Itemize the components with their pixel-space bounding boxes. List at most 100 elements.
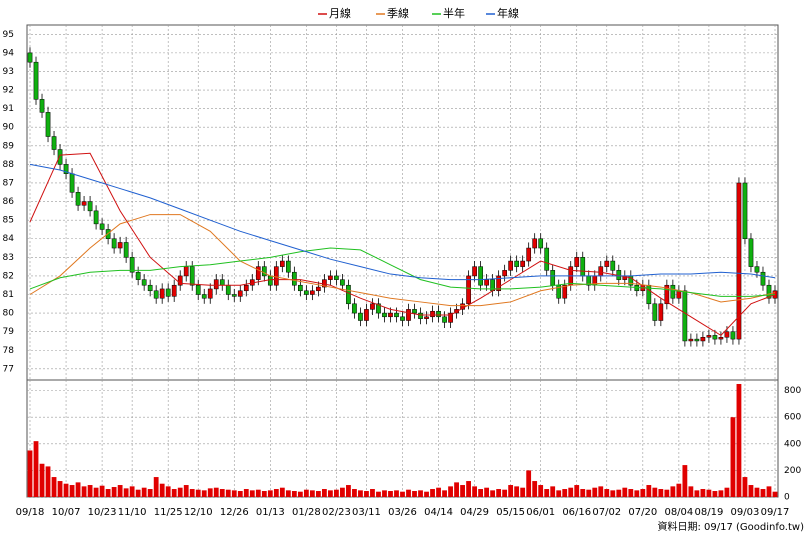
volume-bar: [424, 491, 429, 497]
volume-bar: [135, 489, 141, 497]
volume-bar: [39, 463, 45, 497]
volume-bar: [261, 491, 267, 497]
x-tick-label: 07/02: [592, 507, 621, 518]
y-tick-label: 78: [3, 346, 15, 356]
volume-bar: [376, 491, 381, 497]
candle-body: [87, 201, 93, 212]
candle-body: [676, 290, 682, 299]
candle-body: [141, 279, 147, 286]
x-tick-label: 12/10: [184, 507, 213, 518]
candle-body: [243, 284, 249, 292]
candle-body: [340, 279, 345, 286]
y-tick-label: 88: [3, 160, 15, 170]
candle-body: [598, 266, 604, 277]
y-tick-label: 82: [3, 271, 14, 281]
candle-body: [316, 286, 321, 292]
ma-line: [29, 152, 776, 337]
volume-bar: [159, 483, 165, 497]
volume-bar: [646, 485, 652, 497]
candle-body: [279, 260, 285, 267]
volume-bar: [213, 487, 219, 497]
volume-bar: [538, 485, 544, 497]
volume-bar: [171, 489, 177, 497]
y-tick-label: 90: [3, 123, 15, 133]
candle-body: [700, 337, 706, 342]
ma-line: [29, 247, 776, 297]
volume-bar: [496, 489, 502, 497]
volume-bar: [63, 483, 69, 497]
x-tick-label: 01/28: [292, 507, 321, 518]
volume-bar: [430, 489, 435, 497]
y-tick-label: 81: [3, 290, 14, 300]
candle-body: [213, 279, 219, 290]
volume-bar: [195, 489, 201, 497]
volume-bar: [400, 491, 405, 497]
volume-bar: [448, 486, 453, 497]
volume-bar: [177, 487, 183, 497]
y-tick-label: 77: [3, 364, 14, 374]
volume-bar: [688, 486, 694, 497]
x-tick-label: 11/10: [118, 507, 147, 518]
volume-bar: [766, 486, 772, 497]
y2-tick-label: 200: [784, 466, 801, 476]
x-tick-label: 04/29: [460, 507, 489, 518]
volume-bar: [586, 489, 592, 497]
volume-bar: [370, 489, 375, 497]
candle-body: [406, 309, 411, 321]
volume-bar: [544, 489, 550, 497]
candle-body: [99, 223, 105, 230]
candle-body: [147, 284, 153, 292]
y-tick-label: 94: [3, 48, 15, 58]
volume-bar: [478, 489, 484, 497]
volume-bar: [129, 486, 135, 497]
candle-body: [496, 275, 501, 292]
x-tick-label: 11/25: [154, 507, 183, 518]
candle-body: [135, 271, 141, 280]
x-tick-label: 08/19: [694, 507, 723, 518]
candle-body: [57, 149, 63, 165]
volume-bar: [27, 450, 33, 497]
volume-bar: [760, 489, 766, 497]
footnote: 資料日期: 09/17 (Goodinfo.tw): [657, 520, 804, 533]
volume-bar: [285, 490, 291, 497]
candle-body: [267, 275, 273, 286]
candle-body: [718, 337, 724, 340]
volume-bar: [466, 481, 471, 497]
legend-label: 月線: [329, 6, 351, 20]
x-tick-label: 06/16: [562, 507, 591, 518]
volume-bar: [730, 417, 736, 497]
candle-body: [472, 266, 477, 277]
candle-body: [69, 173, 75, 193]
volume-bar: [93, 487, 99, 497]
candle-body: [742, 182, 748, 239]
candle-body: [538, 238, 544, 249]
volume-bar: [718, 490, 724, 497]
candle-body: [766, 284, 772, 299]
volume-bar: [117, 485, 123, 497]
volume-bar: [628, 489, 634, 497]
candle-body: [346, 284, 351, 305]
volume-bar: [87, 485, 93, 497]
ma-line: [29, 214, 776, 307]
volume-bar: [165, 486, 171, 497]
volume-bar: [388, 491, 393, 497]
candle-body: [231, 294, 237, 297]
candle-body: [45, 112, 51, 137]
volume-bar: [562, 489, 568, 497]
candle-body: [730, 331, 736, 340]
candle-body: [364, 309, 369, 321]
volume-bar: [484, 487, 490, 497]
volume-bar: [267, 490, 273, 497]
candle-body: [484, 279, 489, 286]
volume-bar: [219, 489, 225, 497]
volume-bar: [664, 489, 670, 497]
volume-bar: [105, 489, 111, 497]
candle-body: [93, 210, 99, 225]
candle-body: [706, 335, 712, 338]
candle-body: [550, 270, 556, 286]
volume-bar: [472, 486, 477, 497]
candle-body: [159, 288, 165, 299]
volume-bar: [243, 489, 249, 497]
candle-body: [207, 288, 213, 299]
